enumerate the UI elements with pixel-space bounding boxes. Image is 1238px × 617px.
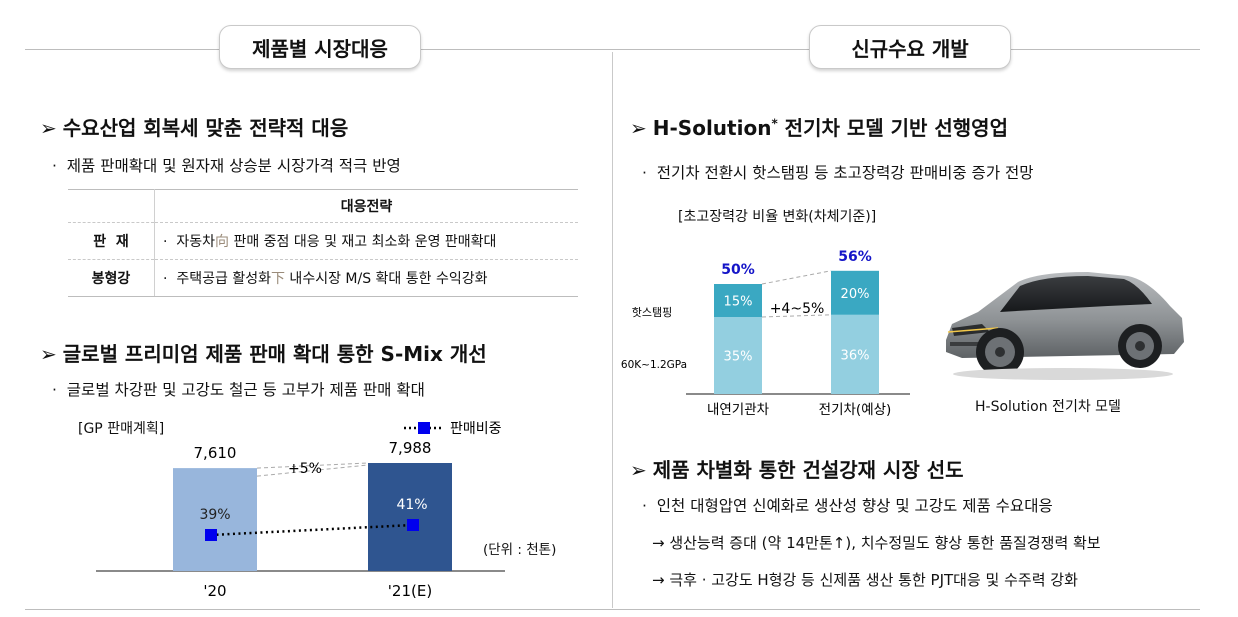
gp-sales-chart: 판매비중 7,610 '20 7,988 '21(E) +5% 39% 41% <box>96 421 505 600</box>
gp-chart-label: [GP 판매계획] <box>78 421 165 437</box>
gp-category-label: '21(E) <box>388 582 432 600</box>
left-heading-1: ➢ 수요산업 회복세 맞춘 전략적 대응 <box>40 116 349 140</box>
dot-bullet-icon: · <box>52 157 57 175</box>
right-heading-1: ➢ H-Solution* 전기차 모델 기반 선행영업 <box>630 116 1008 140</box>
top-rule-left <box>25 49 1200 50</box>
ahss-total-label: 56% <box>838 249 872 265</box>
dot-bullet-icon: · <box>642 164 647 182</box>
left-bullet-2: · 글로벌 차강판 및 고강도 철근 등 고부가 제품 판매 확대 <box>52 381 425 399</box>
bottom-rule <box>25 609 1200 610</box>
legend-marker <box>418 422 430 434</box>
table-header-row: 대응전략 <box>68 189 578 223</box>
gp-value-label: 7,610 <box>194 444 237 462</box>
arrow-bullet-icon: ➢ <box>630 116 647 140</box>
h-solution-car-image <box>946 272 1184 380</box>
gp-connector-bottom <box>256 464 369 477</box>
ahss-base-label: 36% <box>841 348 870 363</box>
strategy-table: 대응전략 판 재 · 자동차向 판매 중점 대응 및 재고 최소화 운영 판매확… <box>68 189 578 297</box>
left-bullet-1: · 제품 판매확대 및 원자재 상승분 시장가격 적극 반영 <box>52 157 401 175</box>
row-label: 판 재 <box>68 222 155 260</box>
dot-bullet-icon: · <box>642 497 647 515</box>
arrow-bullet-icon: ➢ <box>40 116 57 140</box>
gp-category-label: '20 <box>203 582 226 600</box>
gp-bar <box>368 463 452 571</box>
arrow-bullet-icon: ➢ <box>40 342 57 366</box>
section-title-right: 신규수요 개발 <box>809 25 1011 69</box>
gp-legend: 판매비중 <box>404 421 502 437</box>
gp-share-label: 39% <box>199 507 230 523</box>
arrow-bullet-icon: ➢ <box>630 458 647 482</box>
gp-share-label: 41% <box>396 497 427 513</box>
gp-share-line <box>210 523 414 537</box>
gp-share-point <box>407 519 419 531</box>
column-divider <box>612 52 613 608</box>
car-caption: H-Solution 전기차 모델 <box>975 399 1121 415</box>
ahss-category-label: 내연기관차 <box>707 402 770 418</box>
ahss-category-label: 전기차(예상) <box>819 402 892 418</box>
gp-growth-label: +5% <box>288 461 322 477</box>
gp-bar <box>173 468 257 571</box>
dot-bullet-icon: · <box>52 381 57 399</box>
table-header: 대응전략 <box>154 189 578 223</box>
gp-share-point <box>205 529 217 541</box>
row-value: · 주택공급 활성화下 내수시장 M/S 확대 통한 수익강화 <box>154 259 578 297</box>
left-heading-2: ➢ 글로벌 프리미엄 제품 판매 확대 통한 S-Mix 개선 <box>40 342 487 366</box>
legend-label: 판매비중 <box>450 421 502 437</box>
ahss-base-label: 35% <box>724 350 753 365</box>
right-heading-2: ➢ 제품 차별화 통한 건설강재 시장 선도 <box>630 458 964 482</box>
ahss-hotstamping-label: 15% <box>724 295 753 310</box>
ahss-bar-hotstamping <box>714 284 762 317</box>
ahss-total-label: 50% <box>721 262 755 278</box>
ahss-bar-hotstamping <box>831 270 879 315</box>
ahss-hotstamping-label: 20% <box>841 287 870 302</box>
ahss-series-label: 핫스탬핑 <box>632 306 672 319</box>
right-sub-1: → 생산능력 증대 (약 14만톤↑), 치수정밀도 향상 통한 품질경쟁력 확… <box>652 534 1101 552</box>
right-bullet-1: · 전기차 전환시 핫스탬핑 등 초고장력강 판매비중 증가 전망 <box>642 164 1034 182</box>
table-row: 판 재 · 자동차向 판매 중점 대응 및 재고 최소화 운영 판매확대 <box>68 222 578 260</box>
section-title-left: 제품별 시장대응 <box>219 25 421 69</box>
gp-connector-top <box>256 462 369 469</box>
ahss-connector-mid <box>761 314 832 318</box>
right-sub-2: → 극후 · 고강도 H형강 등 신제품 생산 통한 PJT대응 및 수주력 강… <box>652 571 1078 589</box>
row-value: · 자동차向 판매 중점 대응 및 재고 최소화 운영 판매확대 <box>154 222 578 260</box>
ahss-series-label: 60K~1.2GPa <box>621 359 687 371</box>
table-row: 봉형강 · 주택공급 활성화下 내수시장 M/S 확대 통한 수익강화 <box>68 259 578 297</box>
ahss-delta-label: +4~5% <box>770 301 825 317</box>
unit-label: (단위 : 천톤) <box>483 542 557 558</box>
ahss-bar-base <box>831 314 879 394</box>
gp-value-label: 7,988 <box>389 439 432 457</box>
ahss-connector-top <box>761 270 832 285</box>
ahss-chart-label: [초고장력강 비율 변화(차체기준)] <box>678 209 877 225</box>
right-bullet-2: · 인천 대형압연 신예화로 생산성 향상 및 고강도 제품 수요대응 <box>642 497 1053 515</box>
row-label: 봉형강 <box>68 259 155 297</box>
ahss-bar-base <box>714 317 762 394</box>
ahss-ratio-chart: 35% 15% 50% 내연기관차 36% 20% 56% 전기차(예상) +4~5% 핫스탬핑 6… <box>621 249 910 418</box>
